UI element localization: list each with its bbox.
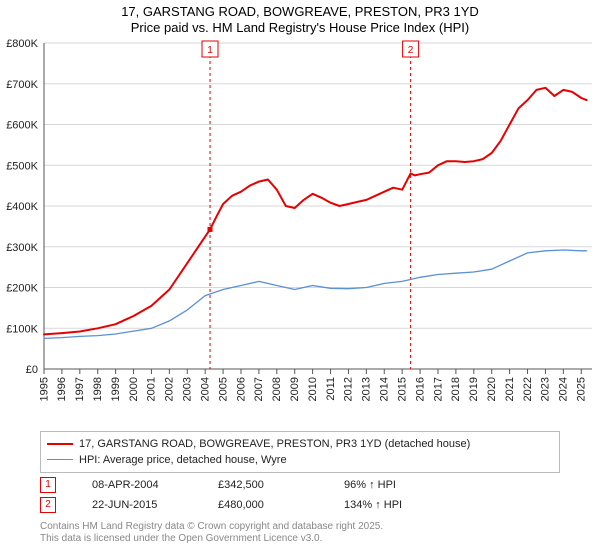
svg-text:2006: 2006: [235, 377, 247, 401]
title-line-2: Price paid vs. HM Land Registry's House …: [0, 20, 600, 36]
legend: 17, GARSTANG ROAD, BOWGREAVE, PRESTON, P…: [40, 431, 560, 473]
svg-text:£400K: £400K: [6, 201, 38, 213]
legend-label: HPI: Average price, detached house, Wyre: [79, 454, 287, 466]
svg-text:2001: 2001: [146, 377, 158, 401]
legend-row: HPI: Average price, detached house, Wyre: [47, 452, 553, 468]
svg-text:2005: 2005: [217, 377, 229, 401]
svg-text:£300K: £300K: [6, 241, 38, 253]
footer-attribution: Contains HM Land Registry data © Crown c…: [40, 521, 560, 546]
svg-text:2015: 2015: [396, 377, 408, 401]
marker-row: 2 22-JUN-2015 £480,000 134% ↑ HPI: [40, 495, 560, 515]
svg-text:1997: 1997: [74, 377, 86, 401]
svg-text:2010: 2010: [307, 377, 319, 401]
svg-text:2023: 2023: [540, 377, 552, 401]
svg-text:2018: 2018: [450, 377, 462, 401]
footer-line-1: Contains HM Land Registry data © Crown c…: [40, 521, 560, 534]
svg-text:£700K: £700K: [6, 78, 38, 90]
marker-table: 1 08-APR-2004 £342,500 96% ↑ HPI 2 22-JUN-201…: [40, 475, 560, 515]
svg-text:1: 1: [207, 45, 213, 56]
svg-text:2004: 2004: [199, 377, 211, 401]
marker-price: £480,000: [218, 499, 308, 511]
chart-area: £0 £100K £200K £300K £400K £500K £600K £700K £80…: [0, 37, 600, 427]
svg-text:2007: 2007: [253, 377, 265, 401]
svg-text:2021: 2021: [504, 377, 516, 401]
legend-swatch: [47, 459, 73, 460]
marker-date: 22-JUN-2015: [92, 499, 182, 511]
footer-line-2: This data is licensed under the Open Gov…: [40, 533, 560, 546]
marker-price: £342,500: [218, 479, 308, 491]
svg-text:1999: 1999: [110, 377, 122, 401]
marker-pct: 134% ↑ HPI: [344, 499, 434, 511]
svg-text:£0: £0: [26, 364, 38, 376]
legend-swatch: [47, 443, 73, 445]
svg-text:2009: 2009: [289, 377, 301, 401]
marker-pct: 96% ↑ HPI: [344, 479, 434, 491]
svg-text:1996: 1996: [56, 377, 68, 401]
svg-text:2019: 2019: [468, 377, 480, 401]
svg-text:2002: 2002: [164, 377, 176, 401]
chart-title: 17, GARSTANG ROAD, BOWGREAVE, PRESTON, P…: [0, 0, 600, 37]
svg-text:2011: 2011: [325, 377, 337, 401]
marker-id-box: 2: [40, 497, 56, 513]
legend-label: 17, GARSTANG ROAD, BOWGREAVE, PRESTON, P…: [79, 438, 470, 450]
marker-row: 1 08-APR-2004 £342,500 96% ↑ HPI: [40, 475, 560, 495]
svg-text:2020: 2020: [486, 376, 498, 400]
chart-svg: £0 £100K £200K £300K £400K £500K £600K £700K £80…: [0, 37, 600, 427]
svg-text:£800K: £800K: [6, 38, 38, 50]
svg-text:2013: 2013: [361, 377, 373, 401]
svg-text:£500K: £500K: [6, 160, 38, 172]
title-line-1: 17, GARSTANG ROAD, BOWGREAVE, PRESTON, P…: [0, 4, 600, 20]
legend-row: 17, GARSTANG ROAD, BOWGREAVE, PRESTON, P…: [47, 436, 553, 452]
svg-text:1995: 1995: [38, 377, 50, 401]
svg-text:2000: 2000: [128, 377, 140, 401]
svg-text:2014: 2014: [379, 377, 391, 401]
marker-date: 08-APR-2004: [92, 479, 182, 491]
svg-text:2022: 2022: [522, 377, 534, 401]
svg-text:2016: 2016: [414, 377, 426, 401]
svg-text:2008: 2008: [271, 377, 283, 401]
svg-text:1998: 1998: [92, 377, 104, 401]
svg-text:£100K: £100K: [6, 323, 38, 335]
svg-text:2003: 2003: [182, 377, 194, 401]
svg-text:2024: 2024: [558, 377, 570, 401]
svg-text:£200K: £200K: [6, 282, 38, 294]
svg-text:2: 2: [408, 45, 414, 56]
svg-text:2012: 2012: [343, 377, 355, 401]
svg-text:£600K: £600K: [6, 119, 38, 131]
svg-text:2025: 2025: [576, 377, 588, 401]
marker-id-box: 1: [40, 477, 56, 493]
svg-text:2017: 2017: [432, 377, 444, 401]
